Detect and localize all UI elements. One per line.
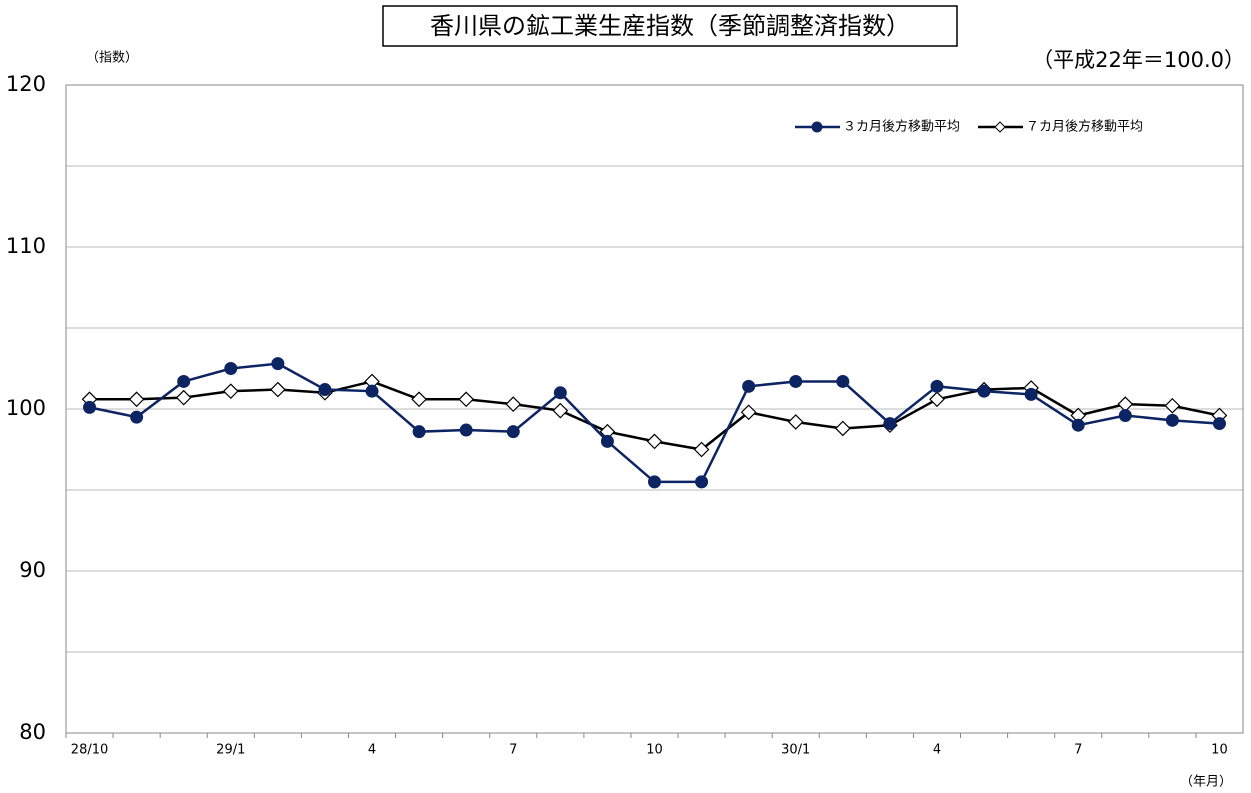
chart-title: 香川県の鉱工業生産指数（季節調整済指数） xyxy=(430,12,910,40)
x-tick-label: 4 xyxy=(368,743,376,758)
point xyxy=(789,374,803,388)
point xyxy=(977,384,991,398)
point xyxy=(318,383,332,397)
legend-label: ７カ月後方移動平均 xyxy=(1026,119,1143,135)
point xyxy=(600,434,614,448)
point xyxy=(505,396,522,412)
legend-marker xyxy=(994,121,1006,133)
point xyxy=(1212,417,1226,431)
legend-label: ３カ月後方移動平均 xyxy=(843,119,960,135)
base-note: （平成22年＝100.0） xyxy=(1032,48,1245,72)
point xyxy=(883,417,897,431)
point xyxy=(836,374,850,388)
point xyxy=(506,425,520,439)
point xyxy=(271,357,285,371)
point xyxy=(740,404,757,421)
title-box xyxy=(382,5,958,47)
y-tick-label: 100 xyxy=(6,396,46,420)
y-tick-label: 120 xyxy=(6,72,46,96)
point xyxy=(648,475,661,489)
point xyxy=(834,420,851,437)
point xyxy=(930,379,944,393)
y-tick-label: 110 xyxy=(6,234,46,258)
series-line xyxy=(89,362,1220,484)
point xyxy=(458,391,475,408)
point xyxy=(553,386,567,400)
point xyxy=(222,383,239,400)
legend-marker xyxy=(811,121,823,133)
x-tick-label: 10 xyxy=(1211,743,1228,758)
point xyxy=(646,433,663,450)
point xyxy=(552,402,569,419)
y-tick-label: 90 xyxy=(19,558,46,582)
x-tick-label: 30/1 xyxy=(781,743,810,758)
point xyxy=(459,423,473,437)
y-tick-label: 80 xyxy=(19,720,46,744)
point xyxy=(224,362,238,375)
y-axis-label: （指数） xyxy=(86,51,138,66)
x-tick-label: 4 xyxy=(933,743,941,758)
point xyxy=(411,391,427,408)
point xyxy=(175,389,192,406)
point xyxy=(1118,408,1132,422)
point xyxy=(742,379,756,393)
x-axis-label: （年月） xyxy=(1180,775,1232,790)
point xyxy=(128,391,145,408)
point xyxy=(83,400,97,414)
point xyxy=(1165,413,1179,427)
x-tick-label: 10 xyxy=(646,743,663,758)
point xyxy=(1024,387,1038,401)
point xyxy=(693,441,710,458)
point xyxy=(695,475,709,489)
plot-frame xyxy=(65,84,1244,734)
x-tick-label: 29/1 xyxy=(216,743,245,758)
point xyxy=(270,381,286,398)
point xyxy=(412,425,426,439)
point xyxy=(177,374,191,388)
x-tick-label: 28/10 xyxy=(71,743,108,758)
point xyxy=(365,384,379,398)
x-tick-label: 7 xyxy=(1074,743,1082,758)
point xyxy=(130,410,144,424)
point xyxy=(929,391,945,408)
point xyxy=(1164,397,1181,414)
point xyxy=(787,414,804,430)
x-tick-label: 7 xyxy=(509,743,517,758)
point xyxy=(1071,418,1085,432)
